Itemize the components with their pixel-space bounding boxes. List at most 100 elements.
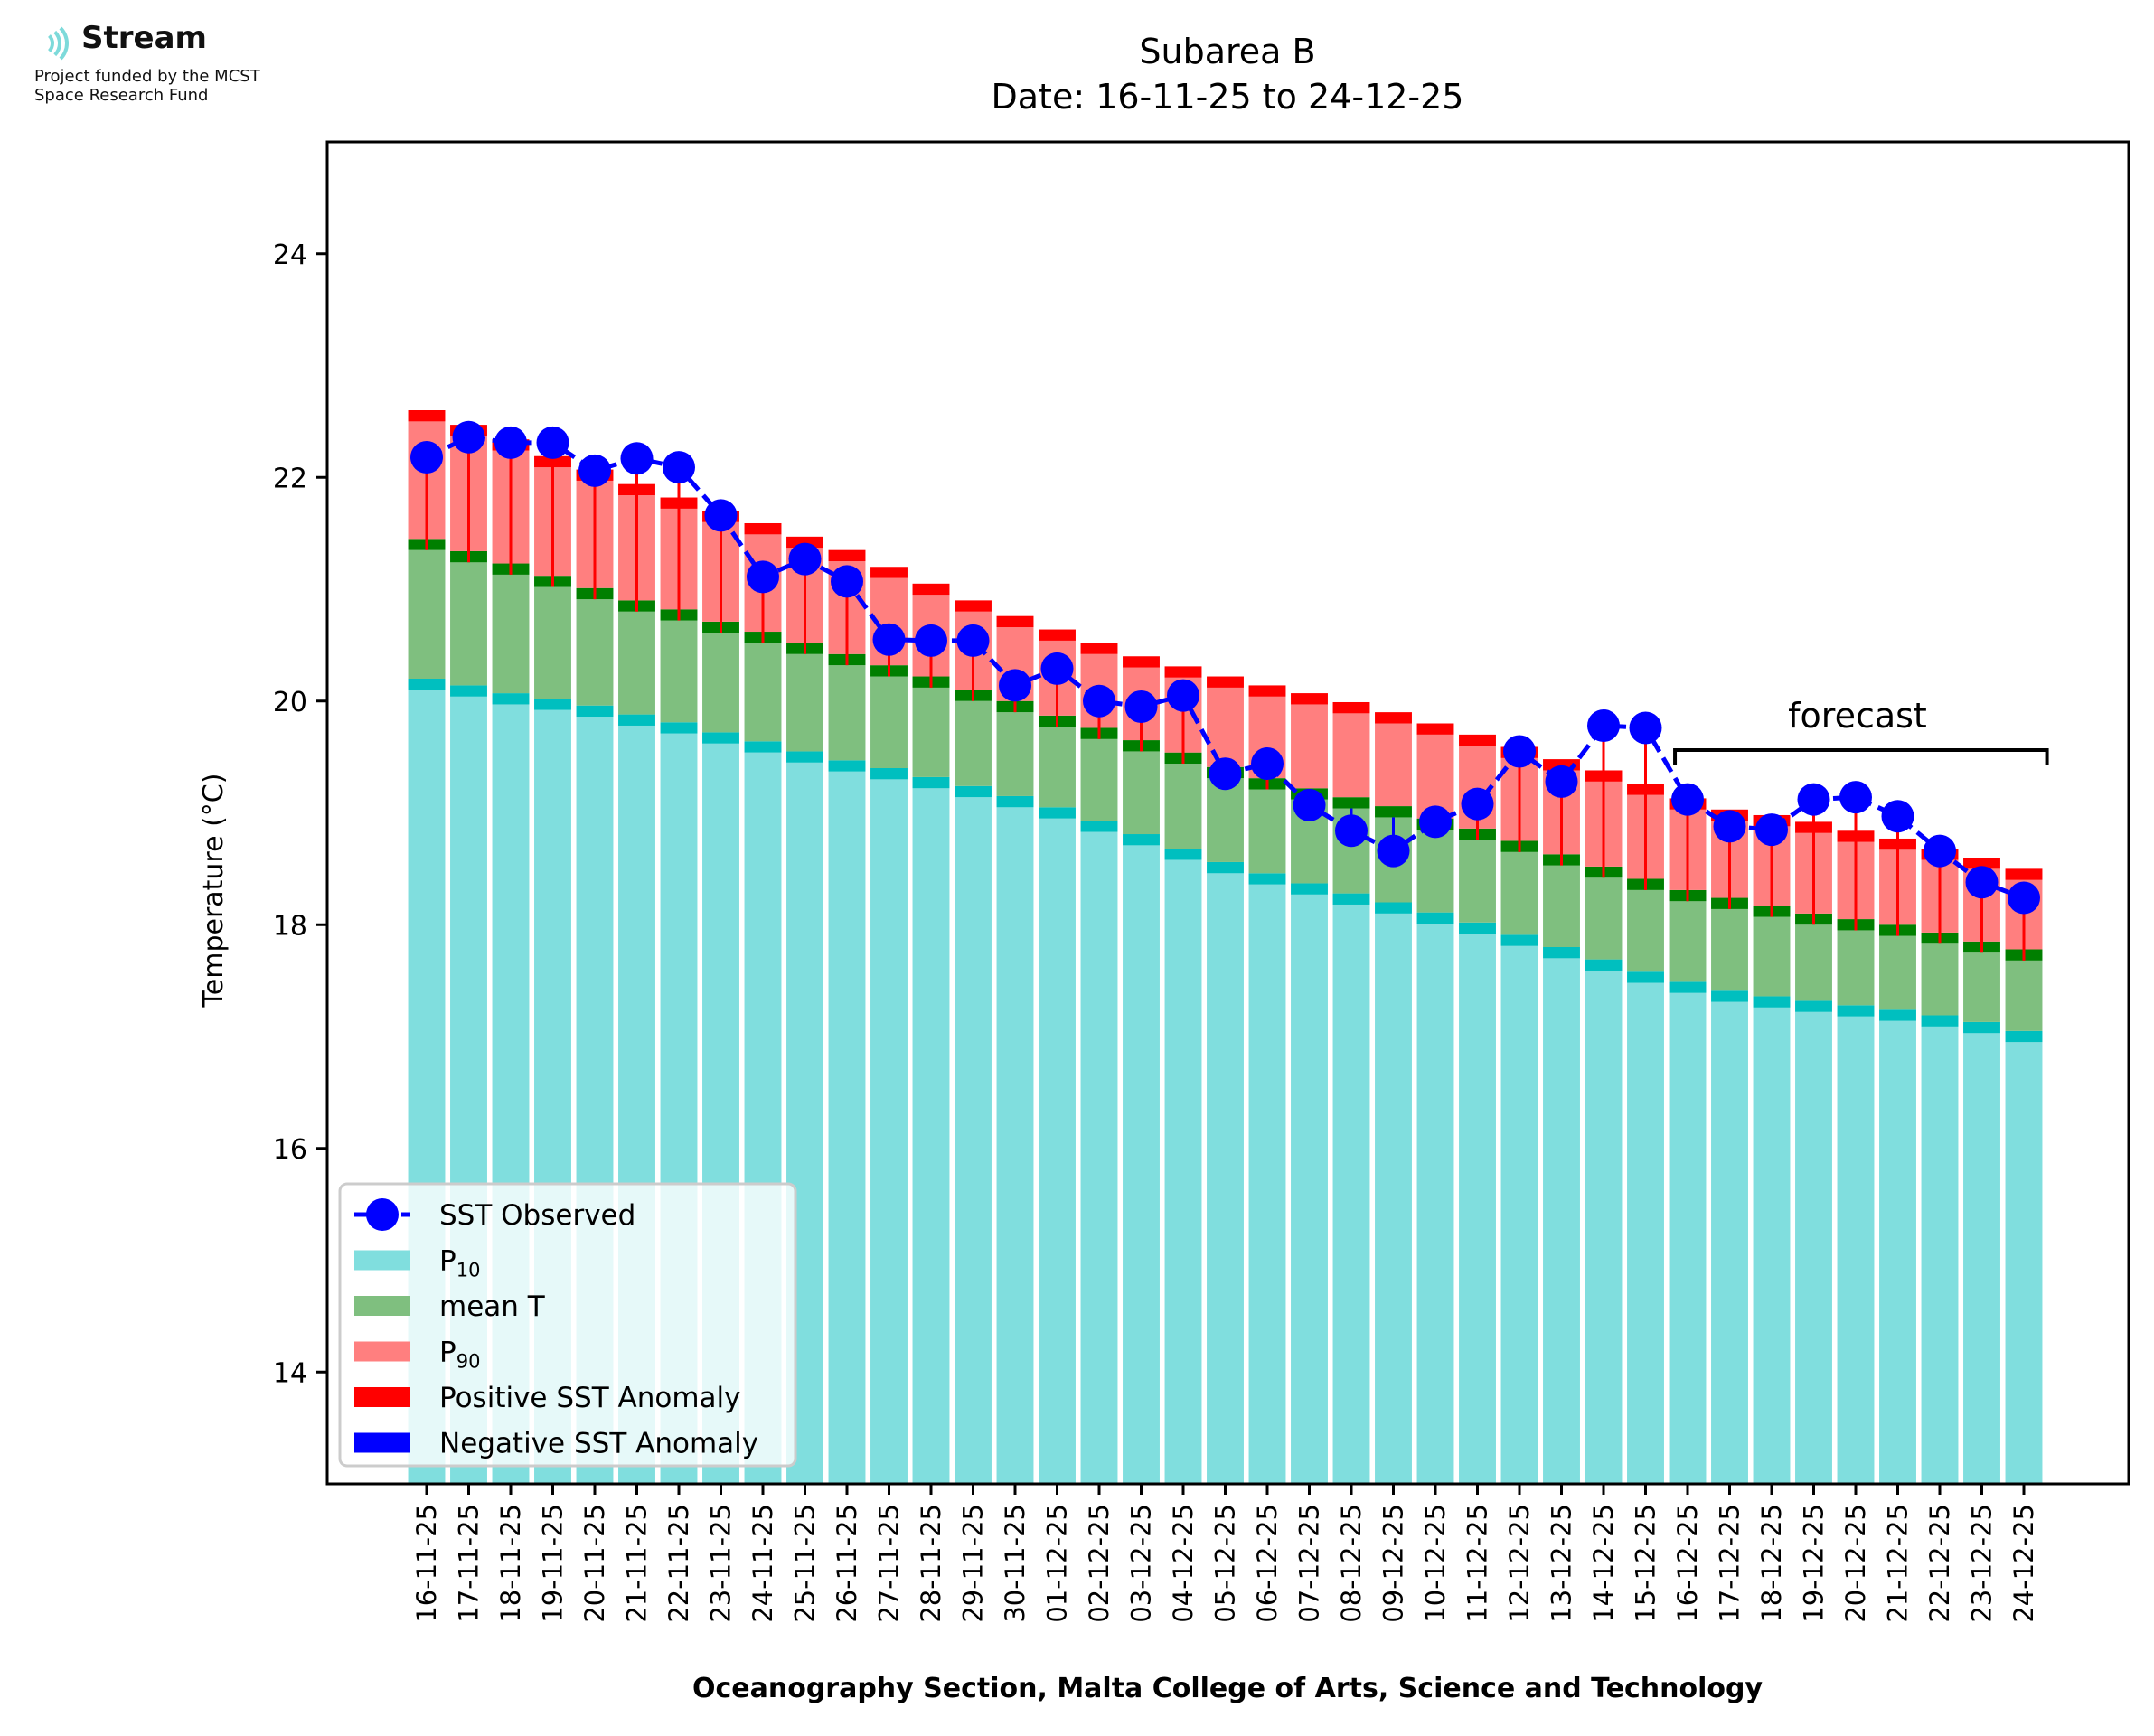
x-tick-label: 29-11-25 [958, 1504, 989, 1623]
p10-cap [1123, 834, 1160, 846]
p10-cap [1963, 1021, 2000, 1034]
mean-bar [1753, 916, 1791, 997]
mean-bar [828, 665, 866, 761]
p10-cap [1795, 1000, 1832, 1012]
x-tick-label: 13-12-25 [1547, 1504, 1577, 1623]
p10-bar [955, 797, 992, 1484]
p10-cap [1459, 922, 1496, 934]
mean-bar [1879, 935, 1916, 1010]
legend-label: P10 [439, 1245, 480, 1281]
p90-cap [912, 583, 950, 596]
mean-bar [450, 562, 487, 686]
sst-observed-point [1839, 781, 1872, 814]
x-tick-label: 04-12-25 [1168, 1504, 1199, 1623]
p10-bar [1375, 913, 1412, 1484]
p90-cap [1207, 676, 1244, 688]
y-tick-label: 20 [273, 687, 307, 718]
x-tick-label: 24-11-25 [748, 1504, 778, 1623]
p10-bar [1500, 945, 1538, 1484]
sst-observed-point [1124, 690, 1158, 723]
p10-cap [1039, 807, 1076, 819]
p10-cap [744, 741, 782, 753]
mean-bar [1585, 877, 1623, 960]
p10-cap [1375, 902, 1412, 914]
x-tick-label: 23-12-25 [1967, 1504, 1998, 1623]
p10-bar [1921, 1026, 1959, 1484]
x-tick-label: 08-12-25 [1336, 1504, 1367, 1623]
p10-cap [534, 699, 571, 710]
legend-label: Negative SST Anomaly [439, 1428, 758, 1460]
sst-observed-point [1335, 814, 1368, 848]
mean-bar [618, 611, 655, 715]
mean-bar [996, 712, 1034, 796]
x-tick-label: 10-12-25 [1420, 1504, 1451, 1623]
sst-observed-point [1503, 735, 1536, 768]
chart-title: Subarea B [1139, 32, 1315, 71]
sst-observed-point [410, 440, 443, 474]
sst-observed-point [999, 669, 1031, 702]
x-axis-label: Oceanography Section, Malta College of A… [692, 1673, 1764, 1704]
logo-name: Stream [81, 20, 207, 56]
sst-observed-point [1167, 679, 1199, 712]
p10-cap [492, 693, 530, 705]
x-tick-label: 27-11-25 [874, 1504, 905, 1623]
mean-bar [786, 653, 823, 752]
mean-bar [955, 700, 992, 786]
p10-bar [1627, 982, 1664, 1484]
legend-swatch [354, 1296, 410, 1316]
y-tick-label: 22 [273, 463, 307, 494]
p10-bar [1879, 1020, 1916, 1484]
p10-cap [1416, 912, 1454, 924]
x-tick-label: 16-12-25 [1672, 1504, 1703, 1623]
p10-bar [1795, 1011, 1832, 1484]
p90-cap [1164, 666, 1202, 678]
p90-bar [1416, 734, 1454, 819]
p10-bar [996, 807, 1034, 1484]
sst-observed-point [494, 426, 527, 459]
p10-cap [912, 776, 950, 789]
mean-bar [534, 586, 571, 699]
x-tick-label: 18-12-25 [1756, 1504, 1787, 1623]
p10-cap [1669, 981, 1707, 993]
x-tick-label: 30-11-25 [1000, 1504, 1030, 1623]
x-tick-label: 19-11-25 [538, 1504, 569, 1623]
mean-bar [1459, 840, 1496, 923]
p90-cap [408, 410, 446, 422]
p90-cap [1416, 723, 1454, 735]
legend-swatch-marker [366, 1198, 399, 1231]
sst-observed-point [1671, 783, 1704, 816]
mean-bar [1080, 738, 1118, 821]
p10-bar [1164, 859, 1202, 1484]
p90-bar [1332, 713, 1370, 798]
x-tick-label: 15-12-25 [1631, 1504, 1661, 1623]
p90-cap [1291, 693, 1328, 705]
legend-label: SST Observed [439, 1199, 635, 1232]
p10-cap [1500, 934, 1538, 946]
sst-observed-point [663, 451, 695, 484]
p10-bar [912, 788, 950, 1484]
sst-observed-point [620, 442, 654, 475]
p90-bar [1375, 723, 1412, 807]
x-tick-label: 26-11-25 [832, 1504, 862, 1623]
sst-observed-point [1797, 783, 1830, 816]
sst-observed-point [1924, 834, 1956, 868]
x-tick-label: 05-12-25 [1210, 1504, 1241, 1623]
p10-bar [2005, 1042, 2043, 1484]
p10-cap [1332, 893, 1370, 905]
mean-bar [1711, 908, 1748, 991]
legend-label: Positive SST Anomaly [439, 1382, 740, 1414]
legend-swatch [354, 1250, 410, 1271]
mean-bar [1921, 943, 1959, 1016]
x-tick-label: 21-11-25 [622, 1504, 653, 1623]
forecast-bracket [1673, 748, 2049, 765]
p10-bar [1963, 1033, 2000, 1484]
p10-cap [1291, 883, 1328, 895]
p10-cap [408, 679, 446, 690]
legend-swatch [354, 1341, 410, 1362]
x-tick-label: 22-11-25 [663, 1504, 694, 1623]
x-tick-label: 06-12-25 [1252, 1504, 1283, 1623]
sst-observed-point [1545, 765, 1578, 798]
p10-bar [870, 779, 908, 1484]
mean-cap [1332, 797, 1370, 809]
